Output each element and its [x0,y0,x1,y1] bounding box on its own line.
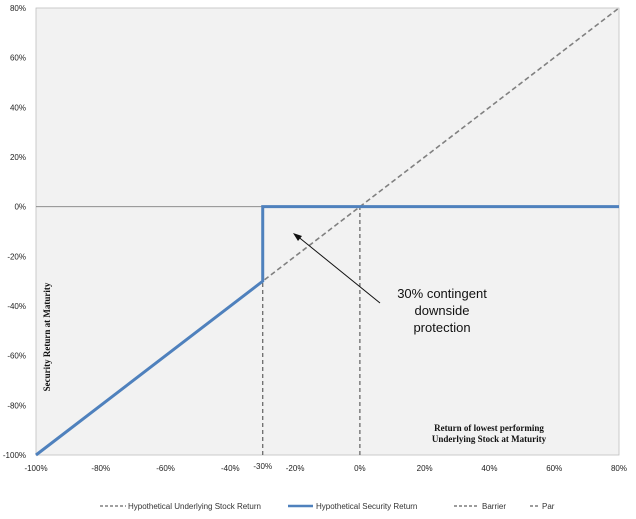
y-axis-title: Security Return at Maturity [42,282,52,391]
y-tick-label: 80% [10,4,26,13]
y-tick-label: 0% [14,203,26,212]
x-tick-label: 0% [354,464,366,473]
x-tick-label: -80% [91,464,110,473]
y-tick-labels: -100% -80% -60% -40% -20% 0% 20% 40% 60% 80% [3,4,26,460]
y-tick-label: -20% [7,252,26,261]
y-tick-label: -80% [7,401,26,410]
legend-label-par: Par [542,502,555,511]
y-tick-label: 20% [10,153,26,162]
y-tick-label: -40% [7,302,26,311]
x-tick-label: -60% [156,464,175,473]
x-tick-label: 80% [611,464,627,473]
legend-label-underlying: Hypothetical Underlying Stock Return [128,502,261,511]
x-highlight-tick-label: -30% [253,462,272,471]
x-tick-label: 40% [481,464,497,473]
x-tick-label: -100% [24,464,47,473]
annotation-line-1: 30% contingent [397,286,487,301]
y-tick-label: -60% [7,352,26,361]
annotation-line-3: protection [413,320,470,335]
annotation-arrowhead [293,233,302,241]
x-tick-label: 60% [546,464,562,473]
x-tick-label: -20% [286,464,305,473]
x-axis-title-line-1: Return of lowest performing [434,423,544,433]
y-tick-label: 60% [10,54,26,63]
annotation-line-2: downside [415,303,470,318]
x-tick-labels: -100% -80% -60% -40% -20% 0% 20% 40% 60% 80% -30% [24,462,627,473]
y-tick-label: -100% [3,451,26,460]
legend: Hypothetical Underlying Stock Return Hyp… [100,502,555,511]
x-axis-title-line-2: Underlying Stock at Maturity [432,434,547,444]
y-tick-label: 40% [10,103,26,112]
x-tick-label: -40% [221,464,240,473]
legend-label-security: Hypothetical Security Return [316,502,417,511]
x-tick-label: 20% [417,464,433,473]
series-lines [35,7,620,457]
annotation-arrow [295,234,381,304]
legend-label-barrier: Barrier [482,502,506,511]
security-return-line [35,205,619,457]
annotation: 30% contingent downside protection [293,233,487,335]
